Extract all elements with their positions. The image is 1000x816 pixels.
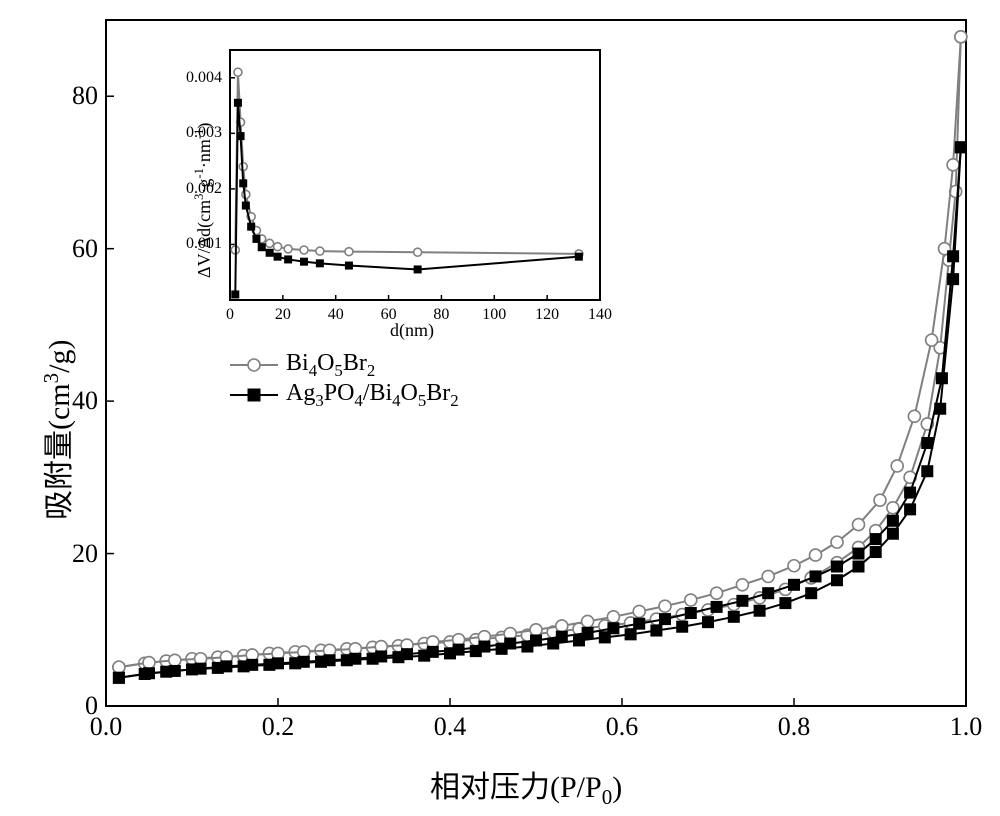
tick-label: 0.8 xyxy=(778,712,811,742)
tick-label: 0 xyxy=(85,691,98,721)
tick-label: 20 xyxy=(275,306,291,324)
legend-item: Ag3PO4/Bi4O5Br2 xyxy=(230,380,459,410)
tick-label: 1.0 xyxy=(950,712,983,742)
tick-label: 0.001 xyxy=(186,235,222,253)
tick-label: 100 xyxy=(482,306,506,324)
tick-label: 0.004 xyxy=(186,69,222,87)
inset-x-axis-label: d(nm) xyxy=(390,320,434,341)
chart-area: 吸附量(cm3/g) 相对压力(P/P0) Bi4O5Br2Ag3PO4/Bi4… xyxy=(0,0,1000,816)
legend-label: Ag3PO4/Bi4O5Br2 xyxy=(286,380,459,411)
tick-label: 40 xyxy=(72,386,98,416)
legend: Bi4O5Br2Ag3PO4/Bi4O5Br2 xyxy=(230,350,459,410)
x-axis-label: 相对压力(P/P0) xyxy=(430,762,622,810)
main-plot-svg xyxy=(0,0,1000,816)
tick-label: 20 xyxy=(72,539,98,569)
tick-label: 120 xyxy=(535,306,559,324)
inset-y-axis-label: ΔV/Δd(cm3·g-1·nm-1) xyxy=(192,123,215,278)
tick-label: 0.002 xyxy=(186,180,222,198)
legend-label: Bi4O5Br2 xyxy=(286,350,375,381)
tick-label: 60 xyxy=(72,234,98,264)
tick-label: 40 xyxy=(328,306,344,324)
tick-label: 0 xyxy=(226,306,234,324)
tick-label: 0.2 xyxy=(262,712,295,742)
tick-label: 0.4 xyxy=(434,712,467,742)
tick-label: 0.003 xyxy=(186,124,222,142)
tick-label: 80 xyxy=(72,81,98,111)
legend-item: Bi4O5Br2 xyxy=(230,350,459,380)
tick-label: 0.6 xyxy=(606,712,639,742)
tick-label: 140 xyxy=(588,306,612,324)
tick-label: 60 xyxy=(381,306,397,324)
y-axis-label: 吸附量(cm3/g) xyxy=(34,340,78,520)
tick-label: 80 xyxy=(433,306,449,324)
